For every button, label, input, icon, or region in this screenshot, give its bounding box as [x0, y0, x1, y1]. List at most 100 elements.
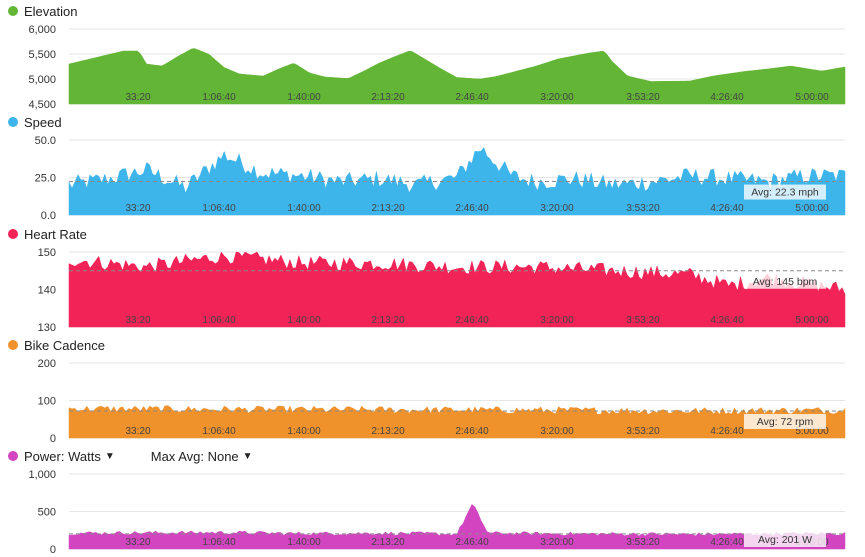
- y-tick-label: 6,000: [28, 24, 56, 36]
- x-tick-label: 5:00:00: [795, 92, 829, 103]
- heart-rate-legend-dot: [8, 229, 18, 239]
- x-tick-label: 1:06:40: [202, 315, 236, 326]
- avg-badge: [744, 414, 826, 429]
- speed-header: Speed: [8, 113, 62, 131]
- x-tick-label: 2:46:40: [455, 203, 489, 214]
- power-chart: 1,000 500 0 33:20 1:06:40 1:40:00 2:13:20 2:46:…: [28, 469, 846, 556]
- elevation-chart: 6,000 5,500 5,000 4,500 33:20 1:06:40 1:40:00 2…: [28, 24, 846, 111]
- avg-label: Avg: 72 rpm: [757, 416, 814, 428]
- x-tick-label: 1:06:40: [202, 537, 236, 548]
- x-tick-label: 1:40:00: [287, 426, 321, 437]
- heart-rate-title: Heart Rate: [24, 226, 87, 242]
- x-tick-label: 3:53:20: [626, 537, 660, 548]
- heart-rate-panel: Heart Rate 150 140 130 33:20 1:06:40 1:40:00 2…: [0, 223, 865, 335]
- x-tick-label: 1:40:00: [287, 315, 321, 326]
- y-tick-label: 200: [38, 358, 56, 370]
- x-tick-label: 4:26:40: [710, 203, 744, 214]
- series-area: [68, 504, 846, 550]
- x-tick-label: 1:40:00: [287, 203, 321, 214]
- elevation-legend-dot: [8, 6, 18, 16]
- x-tick-label: 33:20: [125, 92, 150, 103]
- x-tick-label: 1:06:40: [202, 426, 236, 437]
- cadence-legend-dot: [8, 340, 18, 350]
- cadence-header: Bike Cadence: [8, 336, 105, 354]
- x-tick-label: 3:20:00: [540, 537, 574, 548]
- max-avg-dropdown[interactable]: Max Avg: None ▼: [151, 449, 253, 464]
- x-tick-label: 4:26:40: [710, 537, 744, 548]
- y-tick-label: 50.0: [35, 135, 56, 147]
- x-tick-label: 2:13:20: [371, 426, 405, 437]
- x-tick-label: 2:46:40: [455, 426, 489, 437]
- chevron-down-icon: ▼: [242, 450, 253, 462]
- x-tick-label: 1:40:00: [287, 92, 321, 103]
- speed-title: Speed: [24, 114, 62, 130]
- x-tick-label: 2:46:40: [455, 92, 489, 103]
- x-tick-label: 5:00:00: [795, 315, 829, 326]
- x-tick-label: 33:20: [125, 315, 150, 326]
- y-tick-label: 25.0: [35, 173, 56, 185]
- x-tick-label: 5:00:00: [795, 426, 829, 437]
- y-tick-label: 140: [38, 285, 56, 297]
- x-tick-label: 3:53:20: [626, 426, 660, 437]
- x-tick-label: 2:46:40: [455, 315, 489, 326]
- power-metric-dropdown[interactable]: Power: Watts ▼: [24, 449, 115, 464]
- power-panel: Power: Watts ▼ Max Avg: None ▼ 1,000 500 0…: [0, 445, 865, 557]
- x-tick-label: 5:00:00: [795, 203, 829, 214]
- elevation-header: Elevation: [8, 2, 77, 20]
- x-tick-label: 1:40:00: [287, 537, 321, 548]
- speed-chart: 50.0 25.0 0.0 33:20 1:06:40 1:40:00 2:13:20 2:4…: [35, 135, 846, 222]
- y-tick-label: 5,000: [28, 74, 56, 86]
- x-tick-label: 4:26:40: [710, 315, 744, 326]
- cadence-panel: Bike Cadence 200 100 0 33:20 1:06:40 1:40:00 2…: [0, 334, 865, 446]
- avg-badge: [744, 532, 826, 547]
- avg-label: Avg: 22.3 mph: [751, 187, 819, 199]
- x-tick-label: 3:20:00: [540, 92, 574, 103]
- x-tick-label: 4:26:40: [710, 92, 744, 103]
- y-tick-label: 0.0: [41, 210, 56, 222]
- x-tick-label: 3:20:00: [540, 426, 574, 437]
- y-tick-label: 4,500: [28, 99, 56, 111]
- x-tick-label: 2:13:20: [371, 203, 405, 214]
- heart-rate-chart: 150 140 130 33:20 1:06:40 1:40:00 2:13:20 2:46:…: [38, 247, 846, 334]
- x-tick-label: 1:06:40: [202, 203, 236, 214]
- x-tick-label: 2:13:20: [371, 92, 405, 103]
- y-tick-label: 0: [50, 544, 56, 556]
- y-tick-label: 1,000: [28, 469, 56, 481]
- x-tick-label: 3:53:20: [626, 92, 660, 103]
- elevation-panel: Elevation 6,000 5,500 5,000 4,500 33:20 1:06:…: [0, 0, 865, 112]
- avg-badge: [744, 273, 826, 289]
- x-tick-label: 2:13:20: [371, 537, 405, 548]
- avg-badge: [744, 184, 826, 200]
- x-tick-label: 33:20: [125, 203, 150, 214]
- y-tick-label: 150: [38, 247, 56, 259]
- y-tick-label: 5,500: [28, 49, 56, 61]
- x-tick-label: 2:46:40: [455, 537, 489, 548]
- power-legend-dot: [8, 451, 18, 461]
- speed-panel: Speed 50.0 25.0 0.0 33:20 1:06:40 1:40:00 2:13…: [0, 111, 865, 223]
- x-tick-label: 33:20: [125, 537, 150, 548]
- y-tick-label: 130: [38, 322, 56, 334]
- speed-legend-dot: [8, 117, 18, 127]
- y-tick-label: 100: [38, 396, 56, 408]
- cadence-title: Bike Cadence: [24, 337, 105, 353]
- heart-rate-header: Heart Rate: [8, 225, 87, 243]
- x-tick-label: 3:20:00: [540, 315, 574, 326]
- chevron-down-icon: ▼: [104, 450, 115, 462]
- avg-label: Avg: 201 W: [758, 534, 812, 546]
- avg-label: Avg: 145 bpm: [753, 276, 818, 288]
- x-tick-label: 2:13:20: [371, 315, 405, 326]
- series-area: [68, 48, 846, 105]
- y-tick-label: 500: [38, 507, 56, 519]
- max-avg-label: Max Avg: None: [150, 448, 239, 464]
- y-tick-label: 0: [50, 433, 56, 445]
- x-tick-label: 4:26:40: [710, 426, 744, 437]
- power-title: Power: Watts: [24, 448, 101, 464]
- x-tick-label: 1:06:40: [202, 92, 236, 103]
- cadence-chart: 200 100 0 33:20 1:06:40 1:40:00 2:13:20 2:46:40…: [38, 358, 846, 445]
- x-tick-label: 33:20: [125, 426, 150, 437]
- power-header: Power: Watts ▼ Max Avg: None ▼: [8, 447, 283, 465]
- x-tick-label: 3:53:20: [626, 315, 660, 326]
- x-tick-label: 3:53:20: [626, 203, 660, 214]
- elevation-title: Elevation: [24, 3, 78, 19]
- x-tick-label: 3:20:00: [540, 203, 574, 214]
